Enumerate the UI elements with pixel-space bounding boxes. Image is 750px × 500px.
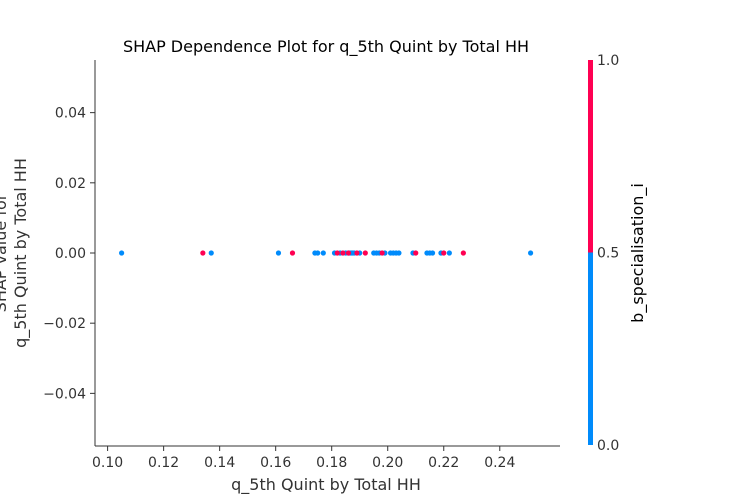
data-point [340, 250, 346, 256]
y-tick-label: 0.02 [55, 176, 86, 192]
x-tick-label: 0.20 [372, 455, 403, 471]
data-point [460, 250, 466, 256]
data-point [334, 250, 340, 256]
x-tick-label: 0.16 [260, 455, 291, 471]
colorbar-ticks: 1.0 0.5 0.0 [597, 53, 619, 454]
data-point [320, 250, 326, 256]
colorbar-tick-label: 1.0 [597, 53, 619, 69]
colorbar-tick-label: 0.5 [597, 246, 619, 262]
chart-title: SHAP Dependence Plot for q_5th Quint by … [123, 37, 529, 57]
x-axis-label: q_5th Quint by Total HH [231, 475, 421, 495]
data-point [527, 250, 534, 256]
data-points [119, 250, 534, 256]
data-point [396, 250, 402, 256]
colorbar-tick-label: 0.0 [597, 438, 619, 454]
y-axis-label: SHAP value for q_5th Quint by Total HH [0, 158, 31, 348]
data-point [429, 250, 436, 256]
x-tick-label: 0.14 [204, 455, 235, 471]
data-point [441, 250, 447, 256]
y-tick-label: 0.04 [55, 106, 86, 122]
data-point [362, 250, 368, 256]
plot-area: 0.10 0.12 0.14 0.16 0.18 0.20 0.22 0.24 0.040.0… [43, 60, 560, 471]
y-tick-label: 0.00 [55, 246, 86, 262]
data-point [446, 250, 452, 256]
x-ticks: 0.10 0.12 0.14 0.16 0.18 0.20 0.22 0.24 [92, 446, 515, 471]
colorbar-bar [588, 60, 593, 445]
data-point [275, 250, 282, 256]
y-axis-label-line-2: q_5th Quint by Total HH [11, 158, 31, 348]
data-point [315, 250, 321, 256]
data-point [208, 250, 214, 256]
y-ticks: 0.04 0.02 0.00 −0.02 −0.04 [43, 106, 95, 402]
y-tick-label: −0.04 [43, 386, 86, 402]
colorbar-label: b_specialisation_i [628, 183, 648, 323]
x-tick-label: 0.18 [316, 455, 347, 471]
y-axis-label-line-1: SHAP value for [0, 193, 10, 312]
y-tick-label: −0.02 [43, 316, 86, 332]
data-point [200, 250, 206, 256]
data-point [345, 250, 352, 256]
data-point [289, 250, 296, 256]
x-tick-label: 0.12 [148, 455, 179, 471]
data-point [413, 250, 419, 256]
colorbar: 1.0 0.5 0.0 b_specialisation_i [588, 53, 648, 454]
data-point [119, 250, 125, 256]
data-point [379, 250, 385, 256]
x-tick-label: 0.22 [428, 455, 459, 471]
x-tick-label: 0.24 [484, 455, 515, 471]
data-point [354, 250, 360, 256]
x-tick-label: 0.10 [92, 455, 123, 471]
